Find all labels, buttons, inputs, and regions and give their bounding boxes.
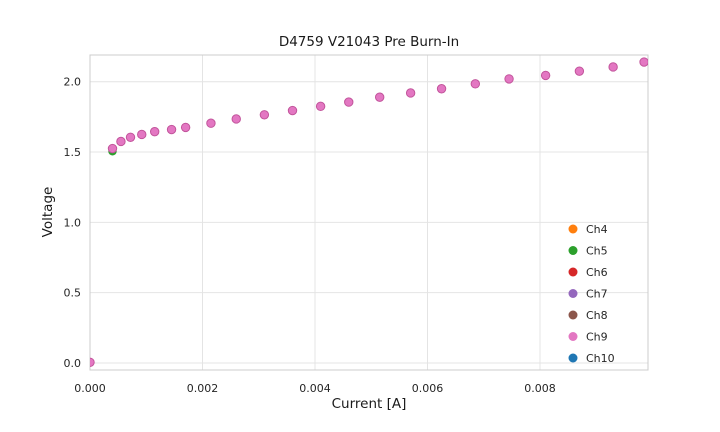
legend-marker-Ch5 — [568, 246, 578, 255]
legend-label-Ch9: Ch9 — [586, 331, 608, 344]
legend-marker-Ch4 — [568, 224, 578, 234]
x-tick-label: 0.008 — [524, 382, 556, 395]
tick-labels: 0.000 0.002 0.004 0.006 0.008 0.0 0.5 1.0 1.5 2.0 — [64, 76, 556, 395]
series-Ch9-points — [90, 57, 648, 367]
series-Ch10-points — [90, 57, 648, 367]
legend-marker-Ch7 — [568, 289, 578, 298]
x-tick-label: 0.000 — [74, 382, 106, 395]
legend-label-Ch8: Ch8 — [586, 309, 608, 322]
series-Ch4-points — [90, 57, 648, 367]
y-tick-label: 1.0 — [64, 216, 82, 229]
plot-border — [89, 54, 649, 371]
legend-label-Ch4: Ch4 — [586, 223, 608, 236]
legend-item-Ch7: Ch7 — [568, 288, 608, 301]
legend-item-Ch9: Ch9 — [568, 331, 608, 344]
legend-marker-Ch8 — [568, 310, 578, 320]
legend-label-Ch6: Ch6 — [586, 266, 608, 279]
legend-label-Ch10: Ch10 — [586, 352, 615, 365]
y-tick-label: 0.0 — [64, 357, 82, 370]
series-Ch8-points — [90, 57, 648, 367]
gridlines — [89, 55, 648, 370]
x-tick-label: 0.004 — [299, 382, 331, 395]
legend-marker-Ch6 — [568, 267, 578, 277]
chart-title: D4759 V21043 Pre Burn-In — [278, 34, 460, 50]
series-Ch7-points — [90, 57, 648, 367]
legend-item-Ch8: Ch8 — [568, 309, 608, 322]
y-tick-label: 0.5 — [64, 287, 82, 300]
legend-marker-Ch9 — [568, 332, 578, 341]
legend-item-Ch5: Ch5 — [568, 245, 608, 258]
legend-label-Ch5: Ch5 — [586, 245, 608, 258]
legend-label-Ch7: Ch7 — [586, 288, 608, 301]
series-Ch5-points — [90, 57, 648, 367]
legend-item-Ch6: Ch6 — [568, 266, 608, 279]
y-tick-label: 1.5 — [64, 146, 82, 159]
legend-marker-Ch10 — [568, 353, 578, 363]
legend-item-Ch4: Ch4 — [568, 223, 608, 236]
x-tick-label: 0.002 — [187, 382, 219, 395]
legend-item-Ch10: Ch10 — [568, 352, 615, 365]
x-axis-label: Current [A] — [331, 396, 407, 412]
y-tick-label: 2.0 — [64, 76, 82, 89]
data-points — [90, 57, 648, 367]
series-Ch6-points — [90, 57, 648, 367]
legend: Ch4 Ch5 Ch6 Ch7 Ch8 Ch9 Ch10 — [568, 223, 615, 365]
x-tick-label: 0.006 — [412, 382, 444, 395]
